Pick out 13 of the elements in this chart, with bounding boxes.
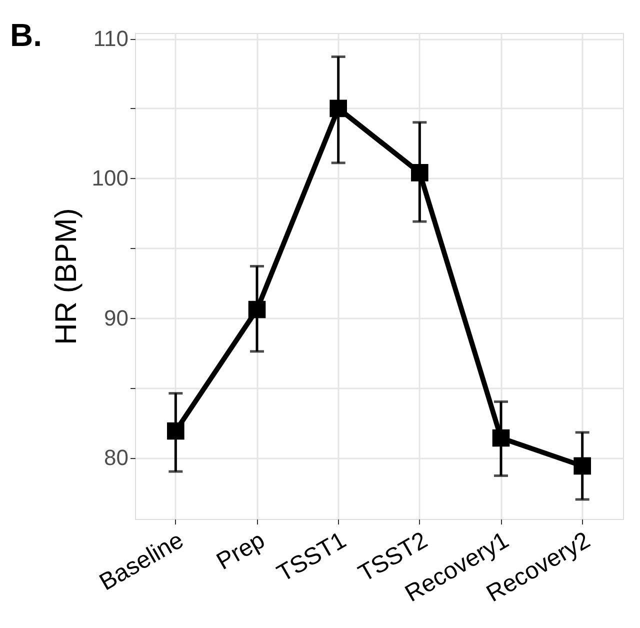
y-tick-label: 110	[93, 26, 128, 52]
point	[167, 422, 184, 440]
x-tick-label: Prep	[212, 526, 270, 576]
y-tick-label: 90	[104, 305, 128, 330]
point	[411, 164, 428, 182]
point	[248, 300, 266, 318]
point	[330, 100, 347, 118]
y-tick-label: 80	[104, 445, 128, 470]
point	[492, 429, 510, 447]
y-tick-label: 100	[92, 166, 128, 191]
point	[574, 457, 591, 475]
y-axis-title: HR (BPM)	[50, 208, 83, 345]
text: B.	[10, 17, 42, 53]
